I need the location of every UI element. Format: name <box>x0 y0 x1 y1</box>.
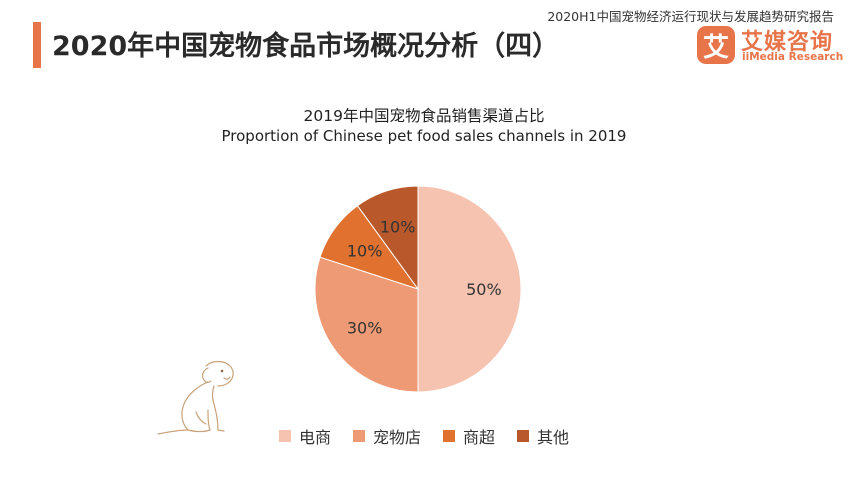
legend-item-1: 电商 <box>278 424 331 448</box>
legend-item-4: 其他 <box>517 424 569 448</box>
legend-swatch-4 <box>517 430 530 442</box>
pie-slice-label-1: 50% <box>466 280 502 299</box>
legend-item-3: 商超 <box>443 424 495 448</box>
pie-slice-label-4: 10% <box>380 217 416 236</box>
logo-mark-icon: 艾 <box>697 26 735 64</box>
chart-legend: 电商 宠物店 商超 其他 <box>0 424 848 448</box>
pie-slice-1 <box>417 185 522 393</box>
chart-title: 2019年中国宠物食品销售渠道占比 <box>303 107 545 125</box>
logo-name-en: iiMedia Research <box>742 51 844 63</box>
legend-label-2: 宠物店 <box>372 428 421 447</box>
legend-label-1: 电商 <box>298 428 331 447</box>
title-accent-bar <box>33 22 41 68</box>
legend-label-3: 商超 <box>463 428 496 447</box>
page-title: 2020年中国宠物食品市场概况分析（四） <box>52 31 560 62</box>
pie-slice-label-3: 10% <box>347 241 383 260</box>
legend-swatch-1 <box>278 430 291 442</box>
pie-slice-label-2: 30% <box>347 319 383 338</box>
legend-swatch-2 <box>352 430 365 442</box>
logo-name-cn: 艾媒咨询 <box>741 30 834 55</box>
chart-subtitle: Proportion of Chinese pet food sales cha… <box>221 127 627 145</box>
pie-slice-2 <box>314 256 419 393</box>
pie-slice-4 <box>356 185 419 291</box>
legend-label-4: 其他 <box>537 428 570 447</box>
dog-sketch-icon <box>157 360 234 435</box>
report-name: 2020H1中国宠物经济运行现状与发展趋势研究报告 <box>547 9 834 24</box>
iimedia-logo: 艾 艾媒咨询 iiMedia Research <box>697 24 843 68</box>
legend-swatch-3 <box>443 430 455 442</box>
legend-item-2: 宠物店 <box>352 424 421 448</box>
